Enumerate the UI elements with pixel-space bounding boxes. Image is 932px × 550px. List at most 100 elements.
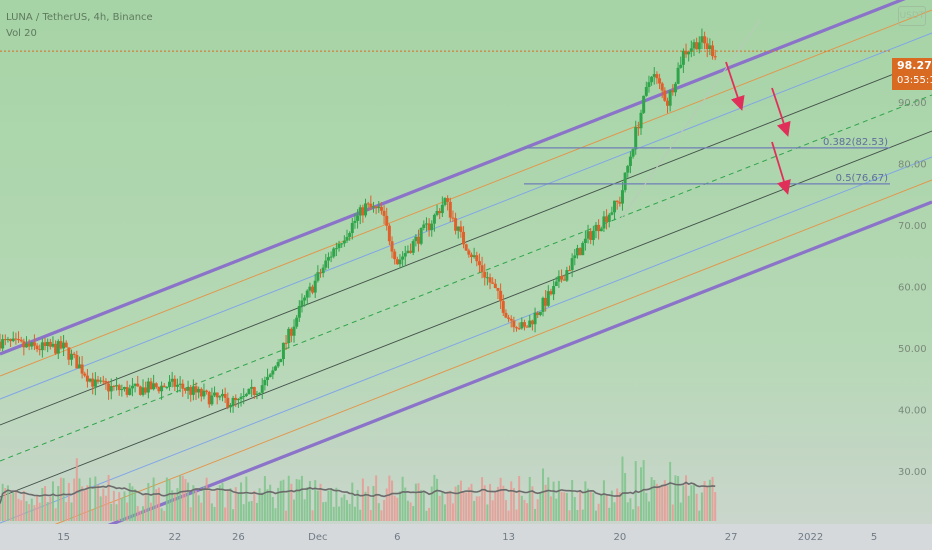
candle-body bbox=[401, 256, 405, 260]
candle-body bbox=[279, 359, 283, 363]
candle-body bbox=[170, 378, 174, 382]
volume-bar bbox=[285, 510, 288, 521]
volume-bar bbox=[703, 481, 706, 521]
candle-body bbox=[104, 381, 108, 384]
fib-level-label: 0.382(82.53) bbox=[823, 137, 888, 148]
candle-body bbox=[313, 280, 317, 293]
currency-badge[interactable]: USDT bbox=[898, 6, 926, 26]
volume-bar bbox=[645, 492, 648, 521]
volume-bar bbox=[14, 490, 17, 521]
volume-bar bbox=[271, 497, 274, 521]
y-tick-label: 80.00 bbox=[898, 159, 927, 170]
y-axis: 90.00 80.00 70.00 60.00 50.00 40.00 30.00 bbox=[898, 98, 927, 478]
volume-bar bbox=[608, 507, 611, 521]
candle-body bbox=[345, 236, 349, 241]
volume-bar bbox=[306, 487, 309, 521]
candle-body bbox=[599, 228, 603, 232]
candle-body bbox=[157, 387, 161, 392]
candle-body bbox=[292, 326, 296, 336]
candle-body bbox=[297, 305, 301, 318]
candle-body bbox=[303, 297, 307, 301]
volume-bar bbox=[176, 488, 179, 521]
channel-inner-lower bbox=[0, 130, 932, 498]
volume-bar bbox=[189, 507, 192, 521]
volume-bar bbox=[534, 508, 537, 521]
candle-body bbox=[252, 386, 256, 395]
volume-bar bbox=[179, 475, 182, 521]
candle-body bbox=[663, 90, 667, 101]
candle-body bbox=[239, 396, 243, 400]
volume-bar bbox=[324, 501, 327, 521]
candle-body bbox=[54, 343, 58, 354]
volume-bar bbox=[213, 506, 216, 521]
candle-body bbox=[130, 385, 134, 389]
candle-body bbox=[695, 42, 699, 50]
candle-body bbox=[422, 224, 426, 228]
candle-body bbox=[295, 317, 299, 327]
candle-body bbox=[454, 218, 458, 231]
volume-bar bbox=[563, 492, 566, 521]
volume-bar bbox=[526, 503, 529, 521]
candle-body bbox=[515, 327, 519, 329]
volume-bar bbox=[446, 491, 449, 521]
x-tick-label: 15 bbox=[57, 532, 70, 543]
candle-body bbox=[668, 90, 672, 106]
x-tick-label: 5 bbox=[871, 532, 877, 543]
candle-body bbox=[501, 301, 505, 313]
candle-body bbox=[194, 386, 198, 393]
volume-bar bbox=[422, 492, 425, 521]
volume-bar bbox=[549, 496, 552, 521]
volume-bar bbox=[131, 486, 134, 521]
volume-bar bbox=[335, 487, 338, 521]
candle-body bbox=[11, 338, 15, 342]
candle-body bbox=[75, 354, 79, 369]
volume-bar bbox=[708, 479, 711, 521]
volume-bar bbox=[28, 504, 31, 521]
candle-body bbox=[128, 388, 132, 395]
down-arrow bbox=[771, 87, 791, 137]
volume-bar bbox=[489, 483, 492, 521]
volume-bar bbox=[91, 509, 94, 521]
volume-bar bbox=[4, 488, 7, 521]
candle-body bbox=[9, 338, 13, 342]
candle-body bbox=[477, 261, 481, 266]
candle-body bbox=[652, 74, 656, 77]
candle-body bbox=[411, 241, 415, 253]
volume-bar bbox=[319, 483, 322, 521]
volume-bar bbox=[356, 490, 359, 521]
candle-body bbox=[647, 82, 651, 88]
candle-body bbox=[364, 203, 368, 216]
candle-body bbox=[38, 349, 42, 351]
candle-body bbox=[199, 388, 203, 397]
volume-bar bbox=[467, 487, 470, 521]
volume-bar bbox=[144, 494, 147, 521]
candle-body bbox=[207, 391, 211, 405]
volume-bar bbox=[83, 490, 86, 521]
volume-bar bbox=[263, 476, 266, 521]
candle-body bbox=[24, 343, 28, 348]
candle-body bbox=[459, 226, 463, 232]
volume-bar bbox=[361, 478, 364, 521]
candle-body bbox=[491, 282, 495, 284]
volume-bar bbox=[274, 508, 277, 521]
volume-bar bbox=[677, 476, 680, 521]
candle-body bbox=[165, 386, 169, 388]
volume-bar bbox=[420, 489, 423, 521]
volume-bar bbox=[412, 505, 415, 521]
volume-bar bbox=[475, 496, 478, 521]
volume-bar bbox=[414, 483, 417, 521]
volume-bar bbox=[120, 497, 123, 521]
candle-body bbox=[99, 380, 103, 382]
volume-bar bbox=[123, 491, 126, 521]
volume-bar bbox=[192, 485, 195, 521]
candle-body bbox=[615, 200, 619, 202]
candle-body bbox=[366, 203, 370, 205]
candle-body bbox=[597, 224, 601, 232]
candle-body bbox=[138, 386, 142, 395]
volume-bar bbox=[674, 475, 677, 521]
candle-body bbox=[311, 286, 315, 293]
volume-bar bbox=[46, 501, 49, 521]
candle-body bbox=[605, 216, 609, 222]
candle-body bbox=[27, 343, 31, 347]
candle-body bbox=[700, 36, 704, 43]
